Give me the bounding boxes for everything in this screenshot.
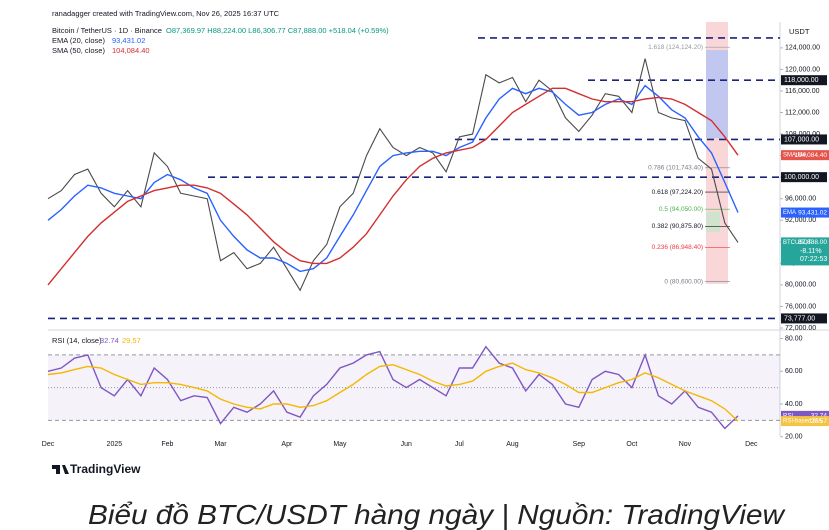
- level-tag-bg: [781, 313, 827, 324]
- price-tag-name: EMA: [783, 210, 796, 216]
- legend-name: SMA (50, close): [52, 46, 105, 55]
- x-tick-label: Apr: [281, 441, 293, 448]
- x-tick-label: 2025: [107, 441, 123, 448]
- legend-value: 32.74: [100, 336, 119, 345]
- price-tag-name: RSI-based MA: [783, 419, 822, 425]
- credit: ranadagger created with TradingView.com,…: [52, 9, 280, 18]
- x-tick-label: Jun: [401, 441, 412, 448]
- x-tick-label: Dec: [745, 441, 758, 448]
- fib-label: 0.236 (86,948.40): [652, 244, 703, 251]
- level-tag-bg: [781, 75, 827, 86]
- y-tick-label: 40.00: [785, 401, 803, 408]
- quote: O87,369.97 H88,224.00 L86,306.77 C87,888…: [166, 26, 389, 35]
- y-tick-label: 80.00: [785, 335, 803, 342]
- symbol-title: Bitcoin / TetherUS · 1D · Binance: [52, 26, 162, 35]
- x-tick-label: Dec: [42, 441, 55, 448]
- legend-value: 29.57: [122, 336, 141, 345]
- position-box-target: [706, 50, 728, 138]
- series-line: [47, 87, 739, 286]
- fib-label: 0 (80,600.00): [664, 278, 703, 285]
- series-line: [47, 84, 739, 273]
- level-tag: 107,000.00: [784, 136, 819, 143]
- y-tick-label: 124,000.00: [785, 45, 820, 52]
- logo-text: TradingView: [70, 462, 141, 476]
- x-tick-label: Jul: [455, 441, 464, 448]
- y-tick-label: 96,000.00: [785, 196, 816, 203]
- price-tag-name: SMA:MA: [783, 153, 807, 159]
- y-tick-label: 116,000.00: [785, 88, 820, 95]
- price-tag-value: 104,084.40: [794, 152, 827, 159]
- y-tick-label: 20.00: [785, 434, 803, 441]
- y-tick-label: 120,000.00: [785, 66, 820, 73]
- y-tick-label: 72,000.00: [785, 325, 816, 332]
- x-tick-label: Sep: [573, 441, 586, 448]
- price-tag-value: 87,888.00: [798, 239, 827, 246]
- level-tag: 118,000.00: [784, 77, 819, 84]
- price-tag-bg: [781, 237, 829, 266]
- fib-label: 0.786 (101,743.40): [648, 164, 703, 171]
- x-tick-label: Feb: [161, 441, 173, 448]
- fib-label: 0.618 (97,224.20): [652, 189, 703, 196]
- price-tag-bg: [781, 150, 829, 161]
- unit: USDT: [789, 27, 810, 36]
- level-tag: 73,777.00: [784, 315, 815, 322]
- fib-label: 0.5 (94,050.00): [659, 206, 703, 213]
- series-line: [47, 345, 739, 430]
- level-tag-bg: [781, 134, 827, 145]
- fib-label: 1.618 (124,124.20): [648, 44, 703, 51]
- x-tick-label: Oct: [626, 441, 637, 448]
- series-line: [47, 362, 739, 422]
- logo: TradingView: [52, 462, 141, 476]
- price-tag-value: 93,431.02: [798, 209, 827, 216]
- level-tag: 100,000.00: [784, 174, 819, 181]
- price-change: -8.11%: [800, 248, 822, 255]
- fib-zone: [706, 212, 720, 232]
- y-tick-label: 108,000.00: [785, 131, 820, 138]
- legend-name: EMA (20, close): [52, 36, 105, 45]
- logo-icon: [52, 465, 69, 474]
- x-tick-label: Nov: [679, 441, 692, 448]
- price-tag-bg: [781, 416, 829, 427]
- y-tick-label: 80,000.00: [785, 282, 816, 289]
- price-tag-bg: [781, 207, 829, 218]
- bar-countdown: 07:22:53: [800, 256, 827, 263]
- rsi-title: RSI (14, close): [52, 336, 102, 345]
- x-tick-label: Aug: [506, 441, 519, 448]
- legend-value: 104,084.40: [112, 46, 150, 55]
- legend-value: 93,431.02: [112, 36, 145, 45]
- caption: Biểu đồ BTC/USDT hàng ngày | Nguồn: Trad…: [88, 499, 786, 530]
- x-tick-label: May: [333, 441, 347, 448]
- price-tag-bg: [781, 410, 829, 421]
- x-tick-label: Mar: [214, 441, 227, 448]
- y-tick-label: 112,000.00: [785, 109, 820, 116]
- price-tag-name: BTCUSDT: [783, 240, 812, 246]
- fib-label: 0.382 (90,875.80): [652, 223, 703, 230]
- y-tick-label: 60.00: [785, 368, 803, 375]
- y-tick-label: 76,000.00: [785, 303, 816, 310]
- level-tag-bg: [781, 172, 827, 183]
- y-tick-label: 92,000.00: [785, 217, 816, 224]
- price-tag-value: 29.57: [811, 418, 828, 425]
